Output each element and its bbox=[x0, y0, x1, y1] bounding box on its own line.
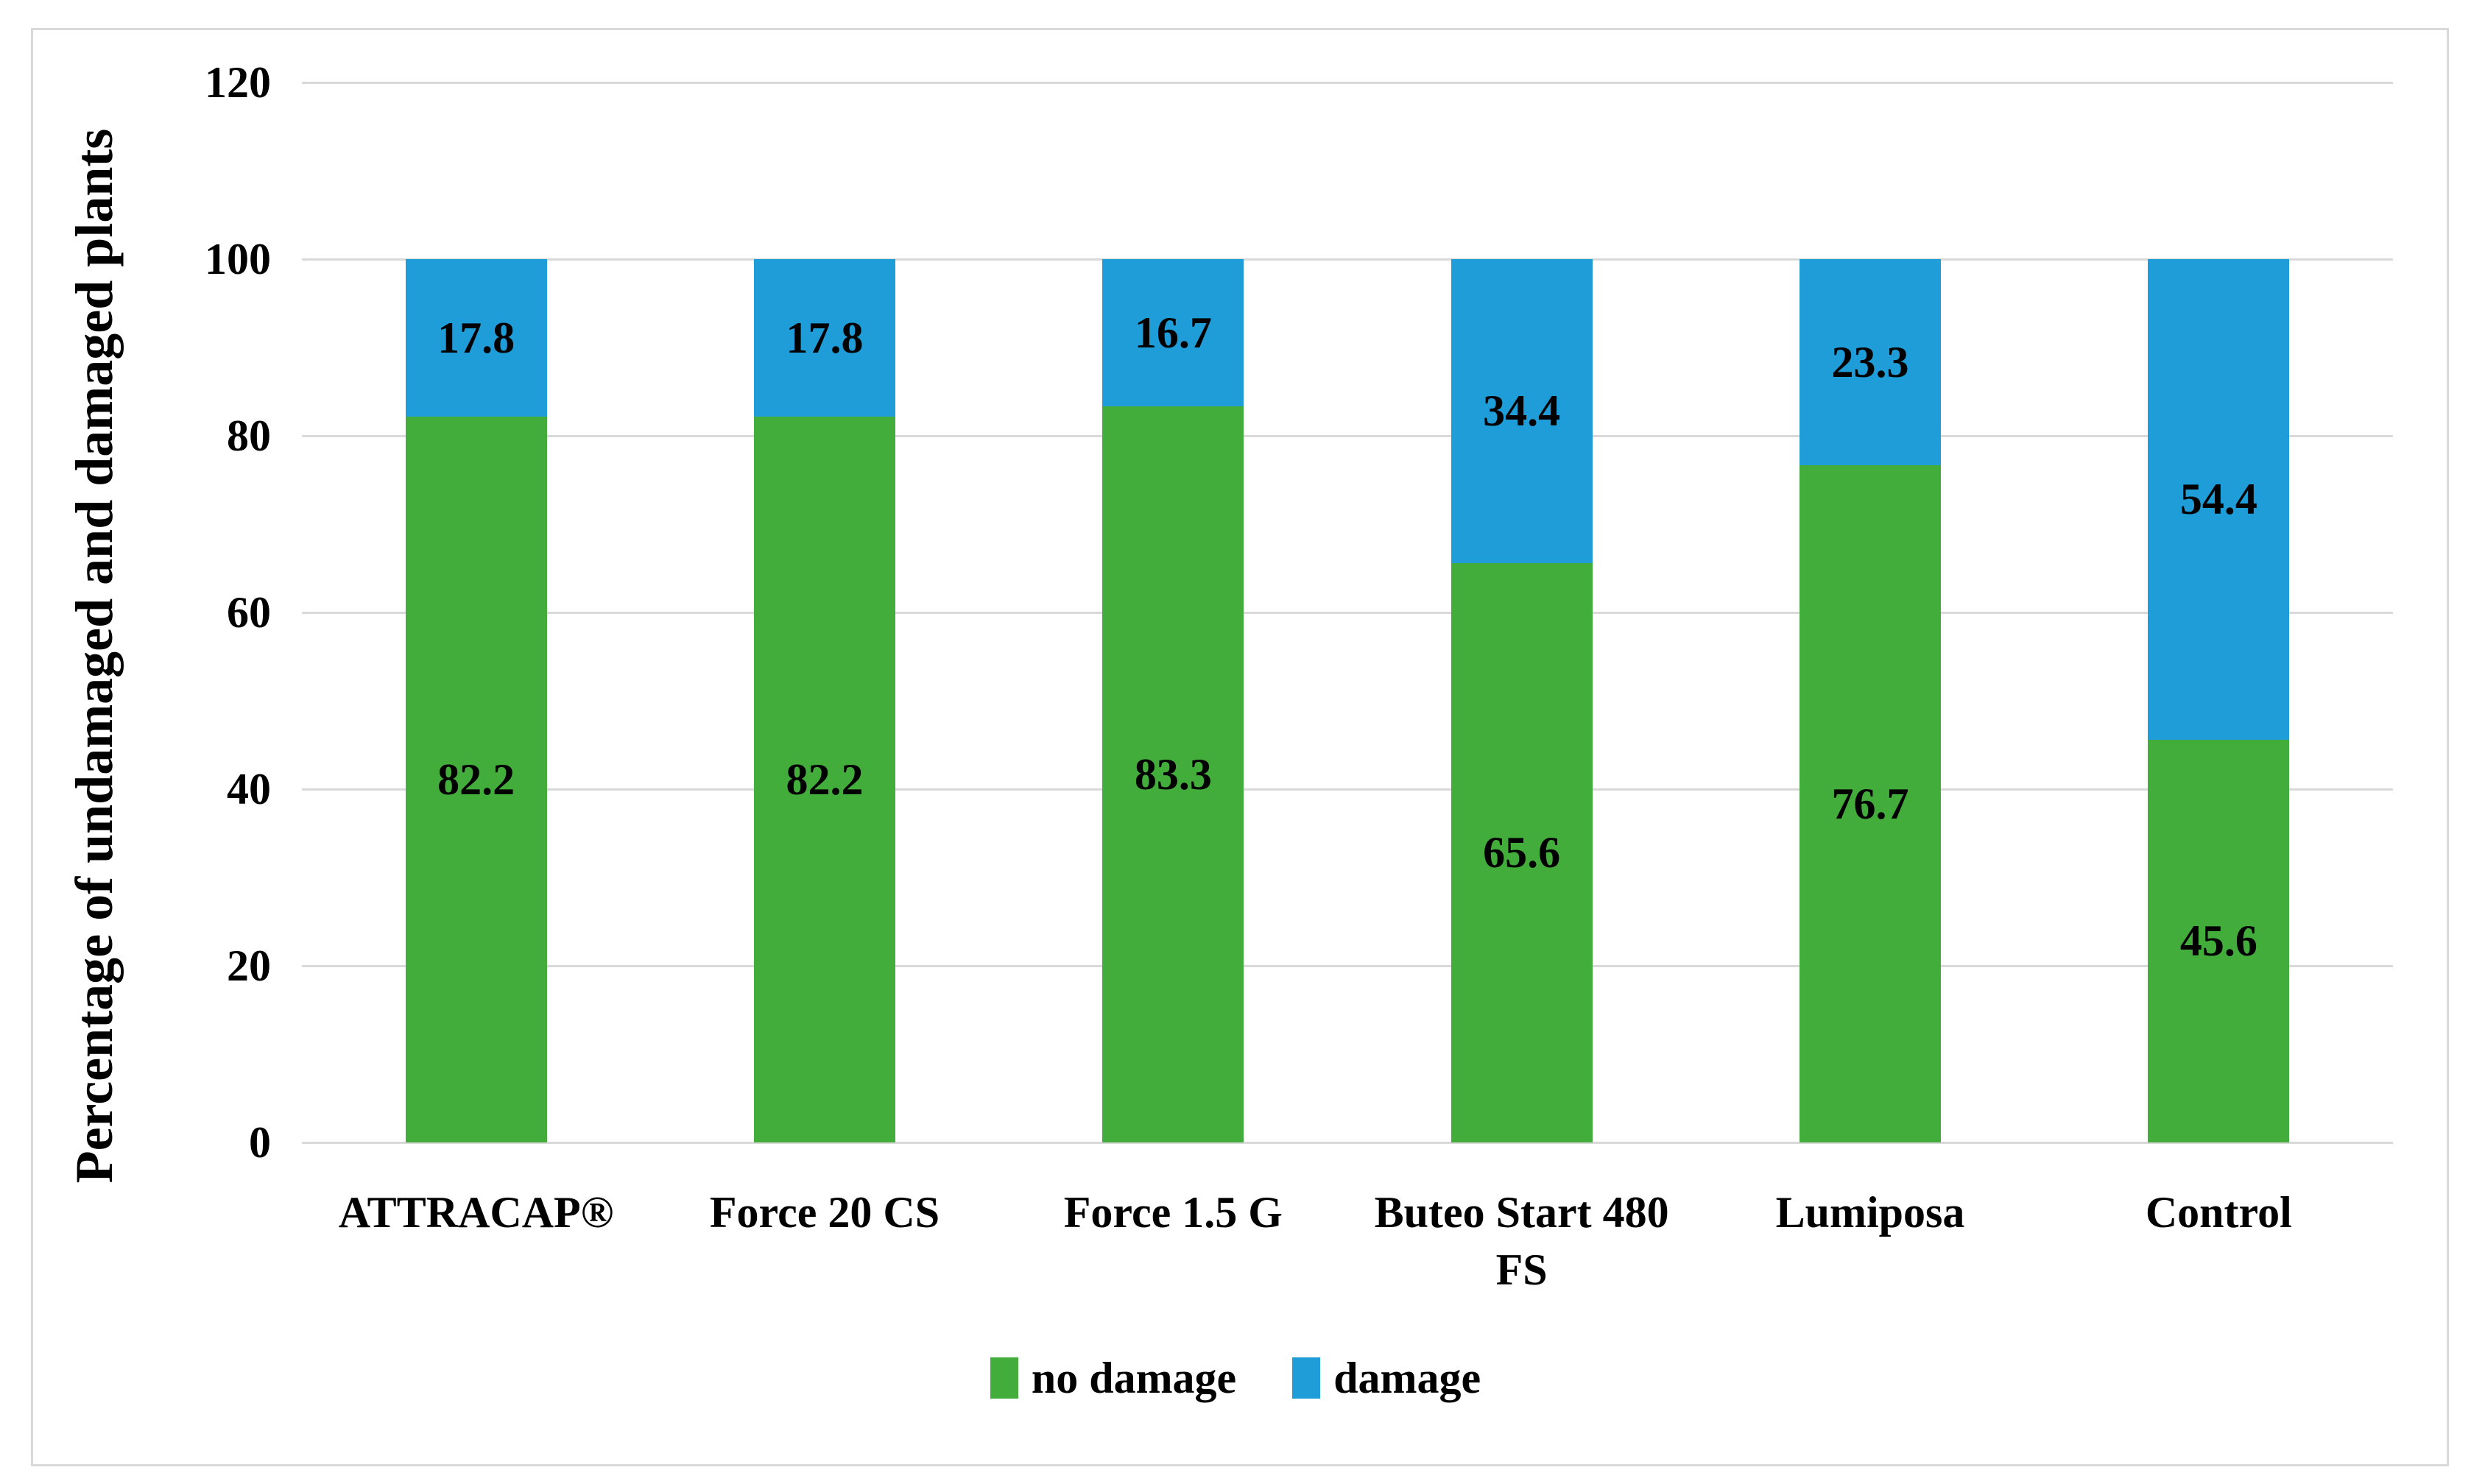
y-tick-label: 20 bbox=[227, 941, 271, 990]
bar-segment-no-damage: 82.2 bbox=[754, 416, 895, 1142]
bar-segment-no-damage: 45.6 bbox=[2148, 739, 2290, 1142]
bar-6: 54.4 45.6 bbox=[2148, 259, 2290, 1142]
gridline bbox=[302, 258, 2393, 261]
bar-value-label: 54.4 bbox=[2179, 475, 2257, 524]
x-category-label: Force 1.5 G bbox=[1063, 1188, 1283, 1237]
gridline bbox=[302, 1141, 2393, 1144]
bar-value-label: 65.6 bbox=[1483, 828, 1561, 877]
bar-segment-no-damage: 65.6 bbox=[1450, 562, 1593, 1142]
legend-item-damage: damage bbox=[1292, 1356, 1481, 1400]
legend-swatch-damage bbox=[1292, 1357, 1321, 1399]
gridline bbox=[302, 964, 2393, 967]
bar-segment-no-damage: 83.3 bbox=[1102, 406, 1244, 1142]
bar-5: 23.3 76.7 bbox=[1800, 259, 1941, 1142]
y-axis-tick-labels: 0 20 40 60 80 100 120 bbox=[0, 0, 271, 1484]
bar-value-label: 23.3 bbox=[1831, 337, 1909, 386]
legend-item-no-damage: no damage bbox=[990, 1356, 1236, 1400]
bar-segment-no-damage: 82.2 bbox=[405, 416, 547, 1142]
y-tick-label: 60 bbox=[227, 588, 271, 637]
x-category-label: Control bbox=[2145, 1188, 2292, 1237]
bar-1: 17.8 82.2 bbox=[405, 259, 547, 1142]
y-tick-label: 80 bbox=[227, 411, 271, 460]
y-tick-label: 100 bbox=[205, 235, 271, 283]
bar-segment-damage: 23.3 bbox=[1800, 259, 1941, 465]
plot-area: 17.8 82.2 17.8 82.2 16.7 83.3 34.4 65.6 23.3 76.7… bbox=[302, 81, 2393, 1144]
bar-value-label: 82.2 bbox=[437, 755, 515, 804]
bar-value-label: 82.2 bbox=[786, 755, 864, 804]
bar-value-label: 83.3 bbox=[1134, 750, 1212, 799]
bar-segment-damage: 16.7 bbox=[1102, 259, 1244, 407]
bar-value-label: 34.4 bbox=[1483, 386, 1561, 436]
legend-swatch-no-damage bbox=[990, 1357, 1018, 1399]
legend-label: damage bbox=[1333, 1354, 1481, 1402]
y-tick-label: 120 bbox=[205, 58, 271, 107]
x-category-label: Lumiposa bbox=[1775, 1188, 1965, 1237]
bar-value-label: 17.8 bbox=[786, 313, 864, 362]
gridline bbox=[302, 611, 2393, 614]
bar-segment-damage: 34.4 bbox=[1450, 259, 1593, 563]
bar-3: 16.7 83.3 bbox=[1102, 259, 1244, 1142]
gridline bbox=[302, 81, 2393, 84]
bar-value-label: 16.7 bbox=[1134, 308, 1212, 358]
bar-value-label: 45.6 bbox=[2179, 916, 2257, 966]
x-category-label: Buteo Start 480 FS bbox=[1374, 1188, 1669, 1294]
bar-2: 17.8 82.2 bbox=[754, 259, 895, 1142]
bar-value-label: 17.8 bbox=[437, 313, 515, 362]
bar-segment-damage: 17.8 bbox=[405, 259, 547, 417]
y-tick-label: 0 bbox=[249, 1118, 271, 1167]
legend: no damage damage bbox=[0, 1356, 2471, 1400]
x-axis-category-labels: ATTRACAP® Force 20 CS Force 1.5 G Buteo Sta… bbox=[302, 1184, 2393, 1298]
y-tick-label: 40 bbox=[227, 765, 271, 813]
gridline bbox=[302, 788, 2393, 791]
bar-segment-no-damage: 76.7 bbox=[1800, 464, 1941, 1142]
bar-segment-damage: 17.8 bbox=[754, 259, 895, 417]
legend-label: no damage bbox=[1031, 1354, 1237, 1402]
gridline bbox=[302, 434, 2393, 437]
bar-value-label: 76.7 bbox=[1831, 779, 1909, 828]
x-category-label: Force 20 CS bbox=[709, 1188, 940, 1237]
bar-segment-damage: 54.4 bbox=[2148, 259, 2290, 740]
bar-4: 34.4 65.6 bbox=[1450, 259, 1593, 1142]
x-category-label: ATTRACAP® bbox=[338, 1188, 614, 1237]
